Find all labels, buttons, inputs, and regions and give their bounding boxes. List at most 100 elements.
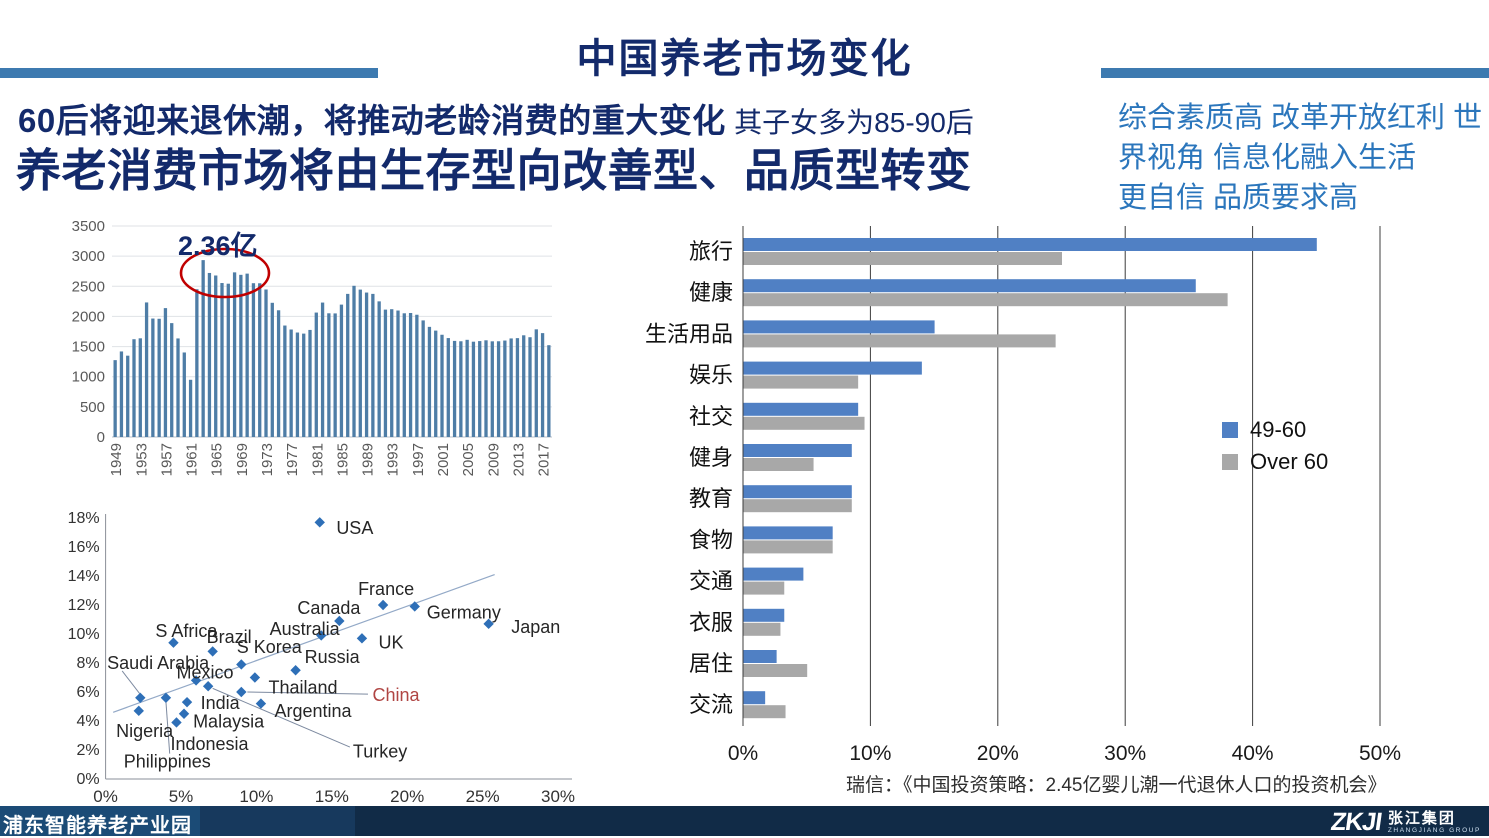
- birth-bar: [245, 273, 249, 437]
- bar-49-60: [743, 320, 935, 334]
- side-note-line: 界视角 信息化融入生活: [1118, 142, 1417, 174]
- title-accent-bar-right: [1101, 68, 1489, 78]
- birth-bar: [163, 308, 168, 437]
- scatter-point: [202, 681, 214, 692]
- svg-text:2013: 2013: [510, 443, 527, 476]
- scatter-point: [290, 665, 301, 676]
- birth-bar: [490, 341, 494, 437]
- category-label: 食物: [689, 527, 733, 552]
- bar-over-60: [743, 499, 852, 513]
- bar-49-60: [743, 279, 1196, 293]
- svg-text:500: 500: [80, 399, 105, 416]
- consumption-chart-svg: 0% 10% 20% 30% 40% 50% 旅行健康生活用品娱乐社交健身教育食物交通衣服居…: [645, 226, 1401, 765]
- category-label: 旅行: [689, 239, 733, 264]
- birth-bar: [509, 338, 513, 437]
- svg-text:2000: 2000: [72, 308, 105, 325]
- zhangjiang-group-logo: ZKJI 张江集团 ZHANGJIANG GROUP: [1329, 808, 1481, 837]
- bar-over-60: [743, 252, 1062, 265]
- scatter-label: Argentina: [274, 701, 352, 721]
- scatter-point: [181, 696, 193, 708]
- bar-49-60: [743, 444, 852, 457]
- svg-text:1961: 1961: [184, 443, 201, 476]
- country-scatter-chart: 0% 2% 4% 6% 8% 10% 12% 14% 16% 18% 0% 5% 10% 15% 20% 25…: [58, 490, 580, 806]
- legend-swatch-over-60: [1222, 454, 1238, 470]
- scatter-label: Australia: [270, 619, 341, 639]
- svg-text:12%: 12%: [68, 597, 100, 614]
- bar-over-60: [743, 293, 1228, 307]
- birth-bar: [144, 302, 149, 437]
- category-label: 交通: [689, 569, 733, 594]
- category-label: 教育: [689, 486, 733, 511]
- svg-text:2500: 2500: [72, 278, 105, 295]
- leader-line: [247, 691, 369, 695]
- birth-bar: [528, 337, 532, 437]
- zhangjiang-logo-en: ZHANGJIANG GROUP: [1387, 826, 1481, 834]
- category-label: 衣服: [689, 610, 733, 635]
- birth-bar: [440, 334, 444, 437]
- svg-text:20%: 20%: [390, 787, 424, 806]
- bar-over-60: [743, 705, 786, 719]
- birth-bar: [402, 313, 406, 437]
- bar-over-60: [743, 458, 814, 471]
- bar-49-60: [743, 238, 1317, 251]
- side-note-line: 综合素质高 改革开放红利 世: [1118, 102, 1483, 134]
- scatter-label: USA: [336, 518, 373, 538]
- birth-bar: [496, 341, 501, 437]
- side-note: 综合素质高 改革开放红利 世 界视角 信息化融入生活 更自信 品质要求高: [1118, 98, 1486, 218]
- birth-bar: [471, 341, 476, 437]
- zhangjiang-logo-cn: 张江集团: [1387, 809, 1456, 827]
- leader-line: [121, 670, 140, 694]
- legend-label-49-60: 49-60: [1250, 417, 1306, 442]
- leader-line: [212, 687, 351, 748]
- category-label: 交流: [689, 692, 733, 717]
- headline-line1: 60后将迎来退休潮，将推动老龄消费的重大变化 其子女多为85-90后: [18, 94, 974, 142]
- birth-bar: [320, 302, 325, 437]
- category-label: 居住: [689, 651, 733, 676]
- birth-bar: [452, 340, 457, 437]
- svg-text:40%: 40%: [1232, 742, 1274, 765]
- headline-bold-text: 60后将迎来退休潮，将推动老龄消费的重大变化: [18, 102, 726, 139]
- svg-text:1993: 1993: [385, 443, 402, 476]
- birth-bar: [302, 333, 306, 437]
- birth-bar: [283, 325, 287, 437]
- bar-49-60: [743, 608, 785, 622]
- svg-text:1500: 1500: [72, 339, 105, 356]
- peak-value-annotation: 2.36亿: [178, 231, 258, 261]
- birth-bar: [371, 293, 375, 437]
- scatter-label: Germany: [427, 602, 501, 622]
- birth-bar: [515, 338, 520, 437]
- svg-text:3500: 3500: [72, 218, 105, 235]
- birth-bar: [132, 339, 136, 437]
- birth-bar: [346, 293, 350, 437]
- peak-circle-annotation: [179, 247, 271, 299]
- scatter-label: Japan: [511, 617, 560, 637]
- svg-text:1997: 1997: [410, 443, 427, 476]
- svg-text:4%: 4%: [76, 713, 99, 730]
- birth-bar: [427, 326, 432, 437]
- birth-bar: [484, 340, 488, 437]
- svg-text:1989: 1989: [360, 443, 377, 476]
- footer-bar: 浦东智能养老产业园 ZKJI 张江集团 ZHANGJIANG GROUP: [0, 806, 1489, 837]
- bar-over-60: [743, 581, 785, 595]
- birth-bar: [239, 274, 243, 437]
- svg-text:18%: 18%: [68, 510, 100, 527]
- scatter-label: Thailand: [268, 678, 337, 698]
- birth-bar: [314, 312, 318, 437]
- svg-text:1957: 1957: [158, 443, 175, 476]
- svg-text:1969: 1969: [234, 443, 251, 476]
- category-label: 健康: [689, 280, 733, 305]
- birth-bar: [327, 313, 331, 437]
- title-accent-bar-left: [0, 68, 378, 78]
- birth-bar: [176, 338, 180, 437]
- birth-bar: [270, 302, 274, 437]
- birth-bar: [226, 283, 230, 437]
- svg-text:1965: 1965: [209, 443, 226, 476]
- scatter-point: [249, 672, 261, 683]
- leader-line: [165, 701, 171, 754]
- category-label: 社交: [689, 404, 733, 429]
- svg-text:3000: 3000: [72, 248, 105, 265]
- svg-text:1981: 1981: [309, 443, 326, 476]
- birth-bar: [170, 323, 174, 437]
- svg-text:0%: 0%: [728, 742, 758, 765]
- bar-over-60: [743, 375, 859, 389]
